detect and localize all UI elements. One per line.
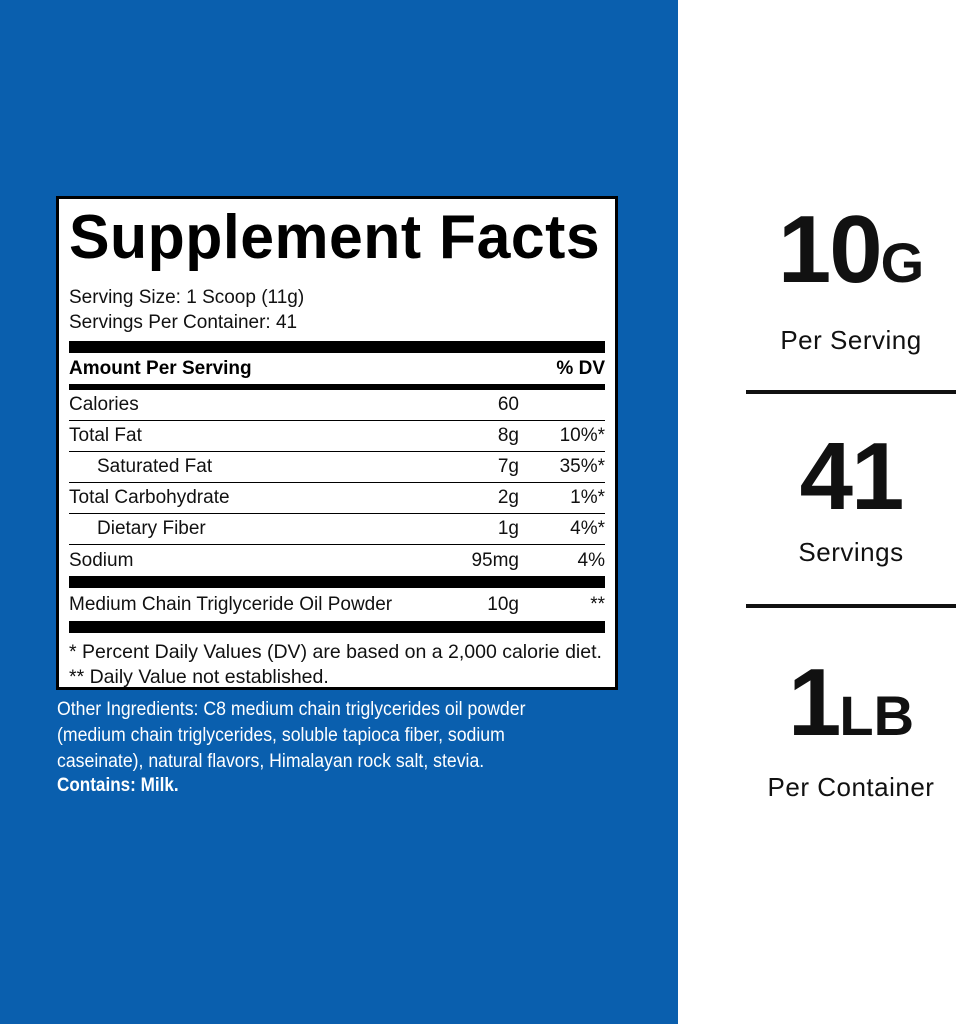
nutrient-dv: 4% — [577, 549, 605, 571]
stat-value: 1 — [787, 649, 841, 756]
nutrient-name: Dietary Fiber — [97, 518, 206, 539]
nutrient-amount: 10g — [487, 593, 519, 615]
nutrient-amount: 8g — [497, 425, 519, 446]
stat-caption: Per Container — [767, 772, 935, 802]
nutrient-dv: 35%* — [559, 456, 605, 477]
servings-per-container: Servings Per Container: 41 — [69, 312, 298, 333]
allergen-statement: Contains: Milk. — [57, 775, 179, 796]
nutrient-amount: 2g — [497, 487, 519, 508]
stat-per-container: 1LB Per Container — [746, 653, 956, 803]
nutrient-name: Total Carbohydrate — [69, 487, 230, 508]
divider — [69, 621, 605, 633]
nutrient-name: Total Fat — [69, 425, 142, 446]
nutrient-dv: 10%* — [559, 425, 605, 446]
nutrient-dv: 4%* — [570, 518, 605, 539]
stat-servings: 41 Servings — [746, 423, 956, 568]
stat-value: 10 — [777, 196, 883, 303]
nutrient-amount: 95mg — [471, 549, 519, 571]
nutrient-name: Medium Chain Triglyceride Oil Powder — [69, 593, 393, 615]
footnote-not-established: ** Daily Value not established. — [69, 666, 329, 688]
label-title: Supplement Facts — [69, 203, 601, 272]
nutrient-row: Dietary Fiber 1g 4%* — [69, 514, 605, 545]
nutrient-name: Saturated Fat — [97, 456, 213, 477]
dv-header: % DV — [556, 357, 605, 379]
mct-row: Medium Chain Triglyceride Oil Powder 10g *… — [69, 588, 605, 621]
nutrient-row: Total Carbohydrate 2g 1%* — [69, 483, 605, 514]
nutrient-name: Calories — [69, 394, 139, 415]
supplement-facts-label: Supplement Facts Serving Size: 1 Scoop (… — [56, 196, 618, 690]
divider — [69, 384, 605, 390]
nutrient-name: Sodium — [69, 549, 134, 571]
nutrient-row: Saturated Fat 7g 35%* — [69, 452, 605, 483]
nutrient-dv: 1%* — [570, 487, 605, 508]
nutrient-amount: 60 — [497, 394, 519, 415]
nutrient-row: Sodium 95mg 4% — [69, 545, 605, 576]
divider — [746, 604, 956, 608]
nutrient-row: Total Fat 8g 10%* — [69, 421, 605, 452]
stat-caption: Per Serving — [780, 325, 922, 355]
divider — [69, 576, 605, 588]
footnote-dv: * Percent Daily Values (DV) are based on… — [69, 641, 602, 663]
nutrient-amount: 7g — [497, 456, 519, 477]
stat-per-serving: 10G Per Serving — [746, 200, 956, 356]
other-ingredients: Other Ingredients: C8 medium chain trigl… — [57, 699, 526, 772]
nutrient-dv: ** — [590, 593, 605, 615]
stat-unit: LB — [839, 684, 915, 747]
amount-header-row: Amount Per Serving % DV — [69, 353, 605, 384]
stat-unit: G — [880, 231, 925, 294]
nutrient-row: Calories 60 — [69, 390, 605, 421]
nutrient-amount: 1g — [497, 518, 519, 539]
divider — [69, 341, 605, 353]
divider — [746, 390, 956, 394]
stat-caption: Servings — [798, 537, 904, 567]
stat-value: 41 — [799, 423, 905, 530]
amount-header: Amount Per Serving — [69, 357, 252, 379]
serving-size: Serving Size: 1 Scoop (11g) — [69, 287, 305, 308]
